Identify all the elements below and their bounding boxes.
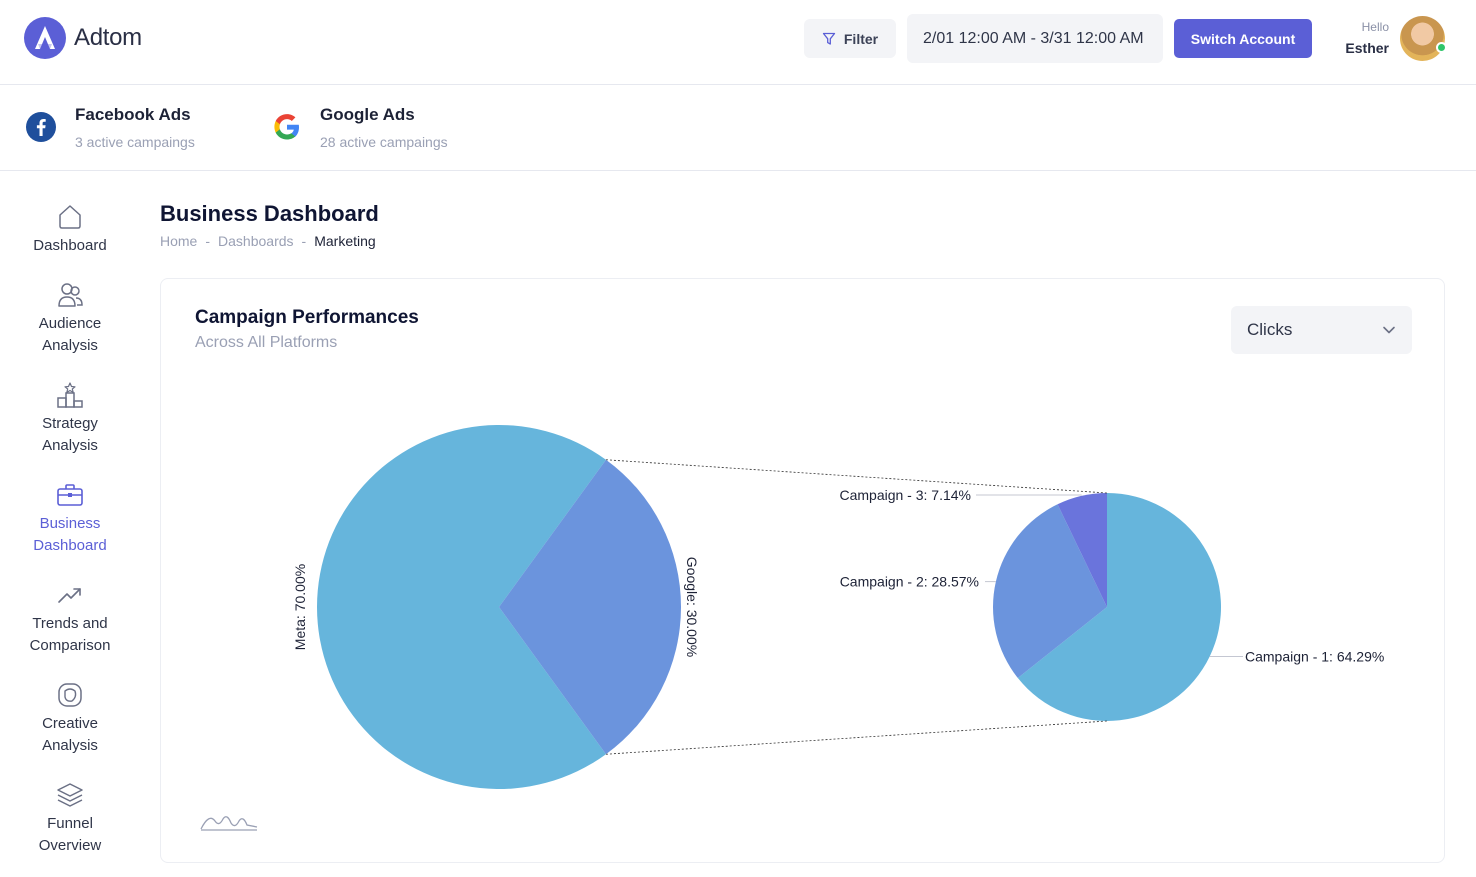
layers-icon [57, 783, 83, 807]
platform-campaign-count: 3 active campaings [75, 134, 195, 150]
platform-bar: Facebook Ads 3 active campaings Google A… [0, 85, 1476, 171]
app-name: Adtom [74, 24, 142, 51]
pie-slice-campaign-2[interactable] [992, 504, 1107, 679]
users-icon [58, 283, 83, 307]
platform-name: Facebook Ads [75, 105, 191, 124]
breadcrumb-separator: - [205, 233, 211, 249]
platform-name: Google Ads [320, 105, 415, 124]
sidebar-item-dashboard[interactable]: Dashboard [0, 203, 140, 257]
pie-label-meta: Meta: 70.00% [292, 564, 308, 650]
briefcase-icon [57, 484, 83, 506]
switch-account-button[interactable]: Switch Account [1174, 19, 1312, 58]
filter-icon [822, 32, 836, 45]
creative-icon [58, 683, 82, 707]
pie-label-campaign-1: Campaign - 1: 64.29% [1245, 648, 1384, 664]
card-title: Campaign Performances [195, 307, 419, 328]
sidebar-item-audience-analysis[interactable]: Audience Analysis [0, 281, 140, 357]
pie-slice-meta[interactable] [317, 425, 606, 789]
breadcrumb-home[interactable]: Home [160, 233, 198, 249]
sidebar-item-trends-and-comparison[interactable]: Trends and Comparison [0, 581, 140, 657]
online-status-indicator [1436, 42, 1447, 53]
pie-label-campaign-2: Campaign - 2: 28.57% [840, 574, 979, 590]
user-name: Esther [1345, 40, 1389, 56]
metric-select-value: Clicks [1247, 320, 1293, 339]
sidebar-item-funnel-overview[interactable]: Funnel Overview [0, 781, 140, 857]
logo-icon [24, 17, 66, 59]
sidebar-item-business-dashboard[interactable]: Business Dashboard [0, 481, 140, 557]
sidebar-item-label: Business Dashboard [33, 515, 107, 554]
connector-line-bottom [605, 720, 1108, 755]
chevron-down-icon [1383, 326, 1395, 334]
pie-slice-google[interactable] [499, 459, 681, 755]
facebook-icon [26, 112, 56, 142]
top-header: Adtom Filter 2/01 12:00 AM - 3/31 12:00 … [0, 0, 1476, 85]
card-subtitle: Across All Platforms [195, 334, 338, 351]
chart-logo-icon [200, 816, 258, 831]
sidebar-item-label: Dashboard [33, 237, 107, 254]
pie-label-google: Google: 30.00% [684, 557, 700, 657]
sidebar-item-label: Strategy Analysis [42, 415, 98, 454]
sidebar-item-label: Audience Analysis [38, 315, 102, 354]
breadcrumb-separator: - [301, 233, 307, 249]
breadcrumb-dashboards[interactable]: Dashboards [218, 233, 294, 249]
platform-campaign-count: 28 active campaings [320, 134, 448, 150]
sidebar-item-creative-analysis[interactable]: Creative Analysis [0, 681, 140, 757]
sidebar: Dashboard Audience Analysis Strategy Ana… [0, 171, 140, 877]
greeting-text: Hello [1361, 20, 1389, 34]
breadcrumb: Home - Dashboards - Marketing [160, 233, 376, 249]
podium-icon [57, 382, 83, 408]
breadcrumb-current: Marketing [314, 233, 376, 249]
pie-of-pie-chart: Meta: 70.00% Google: 30.00% Campaign - 1: … [292, 425, 1384, 789]
date-range-picker[interactable]: 2/01 12:00 AM - 3/31 12:00 AM [907, 14, 1163, 63]
sidebar-item-label: Creative Analysis [42, 715, 98, 754]
filter-label: Filter [843, 30, 879, 47]
page-title: Business Dashboard [160, 201, 379, 226]
google-icon [274, 114, 299, 140]
pie-label-campaign-3: Campaign - 3: 7.14% [839, 487, 971, 503]
metric-select[interactable]: Clicks [1231, 306, 1412, 354]
avatar[interactable] [1400, 16, 1445, 61]
campaign-performance-card: Campaign Performances Across All Platfor… [160, 278, 1445, 863]
sidebar-item-label: Trends and Comparison [29, 615, 111, 654]
app-logo[interactable]: Adtom [24, 17, 142, 59]
trend-up-icon [58, 588, 81, 603]
filter-button[interactable]: Filter [804, 19, 896, 58]
sidebar-item-strategy-analysis[interactable]: Strategy Analysis [0, 381, 140, 457]
home-icon [59, 205, 81, 229]
sidebar-item-label: Funnel Overview [38, 815, 102, 854]
pie-slice-campaign-3[interactable] [1057, 493, 1107, 607]
pie-slice-campaign-1[interactable] [1017, 493, 1221, 721]
